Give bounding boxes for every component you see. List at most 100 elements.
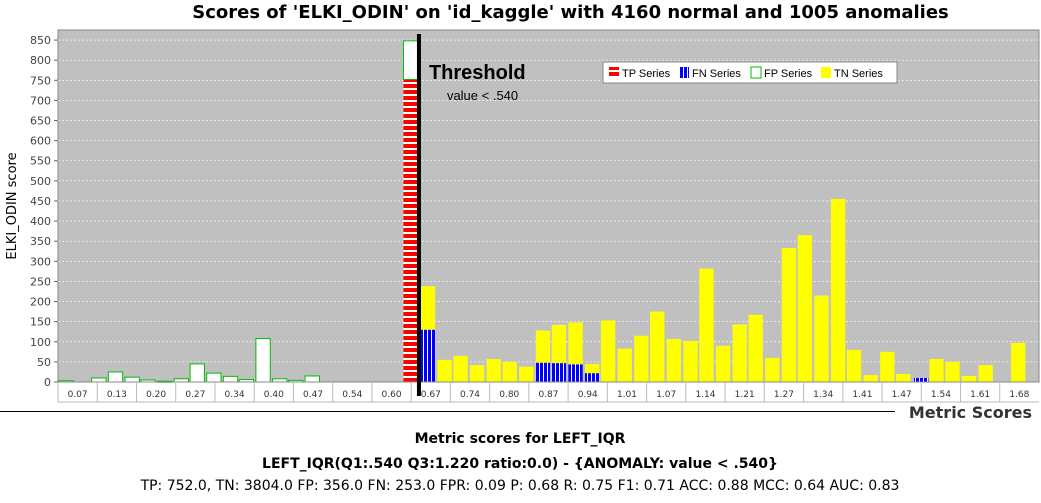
metrics-panel-title: Metric Scores [908,403,1032,422]
x-tick-label: 0.67 [421,390,441,400]
bar-fn-series [914,377,929,382]
bar-fp-series [255,338,271,383]
x-tick-label: 0.87 [538,390,558,400]
metrics-heading: Metric scores for LEFT_IQR [414,431,626,447]
y-tick-label: 550 [30,155,51,168]
legend-label: FN Series [692,68,741,80]
y-tick-label: 250 [30,275,51,288]
bar-fp-series [189,363,205,383]
legend-label: TP Series [622,68,671,80]
bar-tn-series [830,198,846,382]
bar-tn-series [453,355,468,382]
y-tick-label: 450 [30,195,51,208]
y-tick-label: 700 [30,94,51,107]
x-tick-label: 1.68 [1009,390,1029,400]
threshold-label: Threshold [429,62,526,84]
bar-tn-series [650,311,665,382]
x-tick-label: 0.07 [68,390,88,400]
bar-fn-series [551,363,567,382]
bar-fp-series [402,40,419,80]
bar-tn-series [896,373,911,382]
x-tick-label: 0.60 [382,390,402,400]
bar-fp-series [124,376,140,383]
bars-layer [58,40,1026,383]
bar-fp-series [107,371,124,383]
bar-tn-series [765,357,780,382]
y-tick-label: 750 [30,74,51,87]
bar-fn-series [535,362,551,382]
bar-tn-series [1011,342,1026,382]
bar-tn-series [846,349,862,382]
bar-tn-series [699,268,714,382]
bar-fp-series [91,377,107,383]
bar-tn-series [519,366,534,382]
y-axis-label: ELKI_ODIN score [5,152,20,259]
x-tick-label: 1.61 [970,390,990,400]
bar-tn-series [880,351,895,382]
y-tick-label: 200 [30,296,51,309]
legend-label: TN Series [834,68,883,80]
bar-tn-series [732,324,747,382]
y-tick-label: 100 [30,336,51,349]
bar-fp-series [206,372,222,383]
bar-tn-series [584,363,600,374]
x-tick-label: 0.13 [107,390,127,400]
y-tick-label: 0 [44,376,51,389]
y-tick-label: 400 [30,215,51,228]
x-tick-label: 1.34 [813,390,833,400]
bar-tn-series [486,359,501,382]
chart-title: Scores of 'ELKI_ODIN' on 'id_kaggle' wit… [192,2,949,23]
bar-tp-series [403,79,418,382]
bar-tn-series [978,365,993,382]
x-tick-label: 0.47 [303,390,323,400]
y-tick-label: 50 [37,356,51,369]
bar-tn-series [600,320,616,382]
bar-tn-series [634,335,649,382]
metrics-divider [0,411,895,412]
x-tick-label: 0.54 [342,390,362,400]
y-tick-label: 650 [30,115,51,128]
x-tick-label: 0.74 [460,390,480,400]
legend-swatch [679,67,689,78]
bar-tn-series [551,324,567,364]
y-tick-label: 800 [30,54,51,67]
bar-tn-series [961,375,977,382]
x-tick-label: 1.14 [695,390,715,400]
x-tick-label: 1.07 [656,390,676,400]
bar-tn-series [420,286,436,330]
x-tick-label: 1.47 [892,390,912,400]
x-tick-label: 1.01 [617,390,637,400]
y-tick-label: 850 [30,34,51,47]
chart-legend: TP Series FN Series FP Series TN Series [602,61,898,84]
x-tick-label: 1.21 [735,390,755,400]
bar-tn-series [715,345,731,382]
bar-tn-series [945,361,960,382]
bar-fn-series [584,373,600,382]
x-tick-label: 1.41 [852,390,872,400]
metrics-values: TP: 752.0, TN: 3804.0 FP: 356.0 FN: 253.… [140,478,900,494]
metrics-subheading: LEFT_IQR(Q1:.540 Q3:1.220 ratio:0.0) - {… [262,456,778,472]
bar-tn-series [814,295,829,382]
legend-label: FP Series [764,68,813,80]
bar-tn-series [781,248,797,382]
x-tick-label: 0.40 [264,390,284,400]
bar-fn-series [568,364,583,382]
y-tick-label: 150 [30,316,51,329]
y-tick-label: 300 [30,255,51,268]
threshold-sublabel: value < .540 [447,88,518,103]
bar-tn-series [568,322,583,365]
bar-tn-series [797,235,813,382]
x-tick-label: 0.20 [146,390,166,400]
legend-swatch [821,67,831,78]
bar-fp-series [222,375,239,383]
bar-tn-series [617,348,632,382]
bar-tn-series [748,314,763,382]
bar-tn-series [666,338,682,382]
y-tick-label: 500 [30,175,51,188]
x-tick-label: 1.27 [774,390,794,400]
bar-tn-series [437,359,452,382]
y-tick-label: 350 [30,235,51,248]
bar-tn-series [469,365,485,382]
legend-swatch [609,67,619,78]
x-tick-label: 0.27 [185,390,205,400]
